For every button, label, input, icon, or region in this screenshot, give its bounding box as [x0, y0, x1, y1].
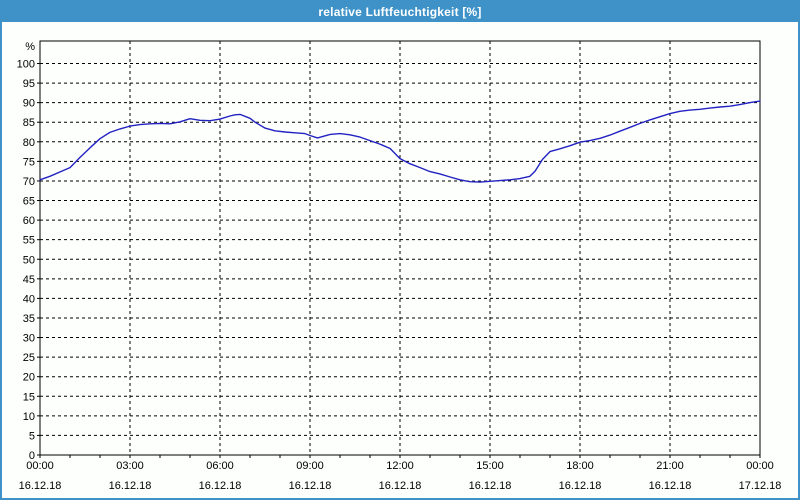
y-tick-label: 75: [23, 156, 35, 168]
x-tick-date-label: 16.12.18: [19, 480, 62, 492]
y-tick-label: 90: [23, 98, 35, 110]
y-tick-label: 55: [23, 235, 35, 247]
y-tick-label: 65: [23, 196, 35, 208]
x-tick-time-label: 15:00: [476, 460, 504, 472]
y-tick-label: 25: [23, 352, 35, 364]
x-tick-date-label: 16.12.18: [379, 480, 422, 492]
y-tick-label: 20: [23, 372, 35, 384]
y-tick-label: 10: [23, 411, 35, 423]
x-tick-time-label: 00:00: [746, 460, 774, 472]
y-tick-label: 85: [23, 117, 35, 129]
x-tick-time-label: 21:00: [656, 460, 684, 472]
y-tick-label: 30: [23, 333, 35, 345]
x-tick-date-label: 17.12.18: [739, 480, 782, 492]
y-tick-label: 60: [23, 215, 35, 227]
x-tick-date-label: 16.12.18: [649, 480, 692, 492]
x-tick-date-label: 16.12.18: [289, 480, 332, 492]
x-tick-date-label: 16.12.18: [109, 480, 152, 492]
y-tick-label: 5: [29, 430, 35, 442]
y-tick-label: 95: [23, 78, 35, 90]
humidity-line: [39, 100, 761, 183]
y-axis-unit-label: %: [25, 41, 35, 53]
y-tick-label: 80: [23, 137, 35, 149]
x-tick-time-label: 03:00: [116, 460, 144, 472]
y-tick-label: 40: [23, 293, 35, 305]
chart-title-bar: relative Luftfeuchtigkeit [%]: [2, 2, 798, 22]
x-tick-time-label: 06:00: [206, 460, 234, 472]
x-tick-date-label: 16.12.18: [469, 480, 512, 492]
x-tick-time-label: 00:00: [26, 460, 54, 472]
x-tick-time-label: 09:00: [296, 460, 324, 472]
plot-frame: [39, 40, 761, 456]
humidity-chart: 0 5 10 15 20 25 30 35 40 45 50 55 60 65 70 75 80 85 90 95 10…: [17, 40, 782, 492]
y-tick-label: 15: [23, 391, 35, 403]
y-tick-label: 50: [23, 254, 35, 266]
chart-area: 0 5 10 15 20 25 30 35 40 45 50 55 60 65 70 75 80 85 90 95 10…: [2, 22, 798, 498]
x-tick-time-label: 18:00: [566, 460, 594, 472]
y-tick-label: 0: [29, 450, 35, 462]
y-tick-label: 45: [23, 274, 35, 286]
x-tick-date-label: 16.12.18: [559, 480, 602, 492]
y-tick-label: 100: [17, 59, 35, 71]
y-tick-label: 70: [23, 176, 35, 188]
x-tick-time-label: 12:00: [386, 460, 414, 472]
x-tick-date-label: 16.12.18: [199, 480, 242, 492]
y-tick-label: 35: [23, 313, 35, 325]
